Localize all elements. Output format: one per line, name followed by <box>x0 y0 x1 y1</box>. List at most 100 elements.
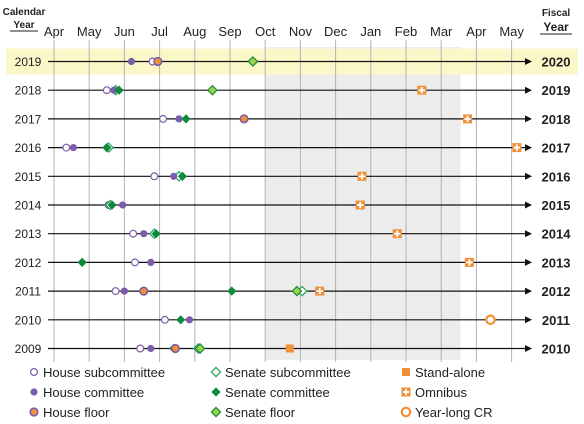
legend-marker-hf <box>29 407 39 417</box>
data-point-hc <box>69 144 77 152</box>
month-label: Sep <box>218 24 241 39</box>
legend-marker-sf <box>210 406 222 418</box>
data-point-om <box>357 171 367 181</box>
month-label: Apr <box>466 24 487 39</box>
fiscal-year-label: 2016 <box>542 169 571 184</box>
data-point-hc <box>147 344 155 353</box>
data-point-hc <box>170 172 178 180</box>
data-point-sa <box>285 344 294 353</box>
fiscal-year-label: 2017 <box>542 141 571 156</box>
data-point-om <box>417 85 427 95</box>
data-point-om <box>512 143 522 153</box>
data-point-hf <box>170 343 181 354</box>
legend-label: Senate subcommittee <box>225 365 351 380</box>
fiscal-year-label: 2015 <box>542 198 571 213</box>
chart-background <box>6 47 578 360</box>
legend-marker-ss <box>210 366 222 378</box>
month-label: Aug <box>183 24 206 39</box>
month-label: Mar <box>430 24 453 39</box>
data-point-hc <box>110 86 118 94</box>
data-point-sf <box>194 343 206 354</box>
data-point-sc <box>77 257 87 267</box>
legend-marker-sa <box>402 368 410 376</box>
data-point-hs <box>129 229 138 238</box>
data-point-hs <box>102 86 111 95</box>
legend-item-cr: Year-long CR <box>400 405 493 420</box>
data-points <box>62 56 522 354</box>
calendar-year-label: 2012 <box>15 256 42 270</box>
calendar-header-line1: Calendar <box>3 7 46 18</box>
row-arrowhead <box>525 58 532 65</box>
fiscal-year-label: 2013 <box>542 255 571 270</box>
data-point-sc <box>176 315 186 325</box>
legend-label: Senate floor <box>225 405 296 420</box>
row-arrowhead <box>525 201 532 209</box>
data-point-hc <box>140 230 148 238</box>
legend: House subcommittee House committee House f… <box>29 365 493 420</box>
data-point-hs <box>160 315 169 324</box>
data-point-sf <box>247 56 259 67</box>
month-label: Dec <box>324 24 348 39</box>
data-point-hs <box>62 143 71 152</box>
row-arrowhead <box>525 86 532 94</box>
row-arrowhead <box>525 258 532 266</box>
month-label: Jul <box>151 24 168 39</box>
month-label: Jun <box>114 24 135 39</box>
calendar-year-label: 2018 <box>15 84 42 98</box>
row-arrowhead <box>525 287 532 295</box>
calendar-header-line2: Year <box>13 20 34 31</box>
data-point-hs <box>136 344 145 353</box>
data-point-hc <box>120 287 128 295</box>
data-point-sc <box>102 143 112 153</box>
chart-gridlines <box>53 40 513 362</box>
month-label: Jan <box>360 24 381 39</box>
legend-marker-om <box>401 387 411 397</box>
fiscal-year-label: 2012 <box>542 284 571 299</box>
fiscal-year-label: 2019 <box>542 83 571 98</box>
data-point-hs <box>150 172 159 181</box>
data-point-sc <box>181 114 191 124</box>
legend-item-sa: Stand-alone <box>402 365 485 380</box>
data-point-hs <box>111 287 120 296</box>
legend-marker-cr <box>400 406 412 418</box>
calendar-year-label: 2009 <box>15 342 42 356</box>
legend-label: Omnibus <box>415 385 468 400</box>
row-arrowhead <box>525 144 532 152</box>
legend-item-sc: Senate committee <box>211 385 330 400</box>
data-point-hc <box>175 115 183 123</box>
data-point-hc <box>147 258 155 266</box>
legend-label: Year-long CR <box>415 405 493 420</box>
data-point-sc <box>227 286 237 296</box>
calendar-year-label: 2013 <box>15 227 42 241</box>
legend-item-ss: Senate subcommittee <box>210 365 351 380</box>
data-point-hf <box>139 286 149 296</box>
legend-label: House subcommittee <box>43 365 165 380</box>
calendar-year-label: 2017 <box>15 112 42 126</box>
fiscal-year-label: 2011 <box>542 313 570 328</box>
calendar-year-label: 2016 <box>15 141 42 155</box>
data-point-om <box>463 114 473 124</box>
data-point-sc <box>177 171 188 181</box>
month-label: May <box>499 24 524 39</box>
fiscal-year-label: 2018 <box>542 112 571 127</box>
data-point-hf <box>239 114 249 124</box>
legend-label: Senate committee <box>225 385 330 400</box>
calendar-year-label: 2014 <box>15 199 42 213</box>
legend-marker-hc <box>30 388 38 396</box>
legend-label: House committee <box>43 385 144 400</box>
row-arrowhead <box>525 230 532 238</box>
calendar-year-label: 2010 <box>15 313 42 327</box>
legend-marker-sc <box>211 387 221 397</box>
row-arrowhead <box>525 345 532 352</box>
row-arrowhead <box>525 316 532 324</box>
data-point-om <box>315 286 325 296</box>
month-label: May <box>77 24 102 39</box>
data-point-om <box>392 229 402 239</box>
calendar-year-label: 2019 <box>15 55 42 69</box>
legend-marker-hs <box>29 367 39 377</box>
data-point-hs <box>159 114 168 123</box>
data-point-hc <box>185 316 194 324</box>
month-label: Oct <box>255 24 276 39</box>
data-point-om <box>355 200 365 210</box>
row-arrowhead <box>525 115 532 123</box>
